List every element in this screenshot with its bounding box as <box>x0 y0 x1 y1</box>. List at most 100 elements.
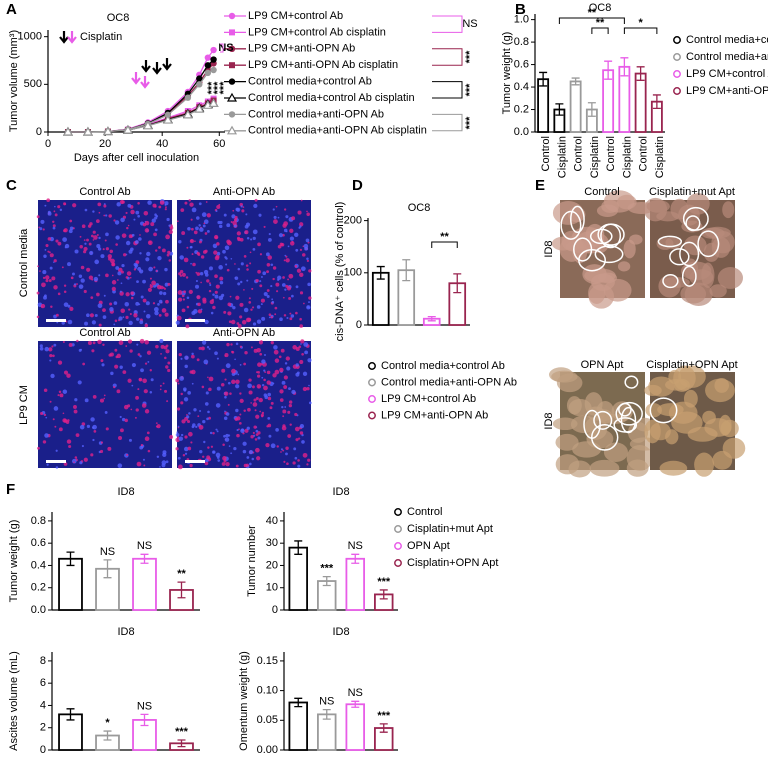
series-line <box>67 59 215 133</box>
cell-dot <box>272 208 275 211</box>
cell-dot <box>84 321 89 326</box>
cell-dot <box>83 239 86 241</box>
cell-dot <box>279 317 283 322</box>
cell-dot <box>84 398 89 403</box>
cell-dot <box>247 317 252 322</box>
cell-dot <box>73 283 77 286</box>
cell-dot <box>129 312 132 316</box>
bracket <box>432 48 463 66</box>
error-bar <box>103 730 112 741</box>
cell-dot <box>165 460 169 464</box>
cell-dot <box>248 297 251 300</box>
cell-dot <box>111 286 116 291</box>
cell-dot <box>69 226 74 231</box>
cell-dot <box>117 271 122 276</box>
chart-title: ID8 <box>117 486 134 498</box>
cell-dot <box>279 367 284 373</box>
cell-dot <box>252 322 257 326</box>
cell-dot <box>55 239 59 243</box>
cell-dot <box>241 320 247 325</box>
cell-dot <box>47 237 52 241</box>
bracket <box>220 43 224 53</box>
y-tick-label: 0.2 <box>31 582 46 594</box>
cell-dot <box>86 238 89 242</box>
cell-dot <box>206 417 209 421</box>
significance: ** <box>588 7 597 19</box>
error-bar <box>539 71 548 87</box>
cell-dot <box>255 429 259 433</box>
cell-dot <box>292 461 296 465</box>
cell-dot <box>109 249 114 254</box>
cell-dot <box>46 463 49 466</box>
cell-dot <box>105 273 109 278</box>
cell-dot <box>300 266 306 272</box>
column-label: Cisplatin+mut Apt <box>649 186 735 198</box>
annotation: Cisplatin <box>80 31 122 43</box>
micrograph <box>37 338 174 469</box>
cell-dot <box>62 412 65 415</box>
cell-dot <box>93 430 97 433</box>
cell-dot <box>187 419 191 424</box>
cell-dot <box>164 356 167 360</box>
cell-dot <box>44 433 49 438</box>
marker <box>162 114 173 124</box>
cell-dot <box>116 389 121 394</box>
y-tick-label: 0.0 <box>31 604 46 616</box>
legend-label: LP9 CM+anti-OPN Ab <box>248 43 355 55</box>
cell-dot <box>144 228 150 233</box>
y-tick-label: 0.15 <box>257 655 278 667</box>
cell-dot <box>49 266 53 270</box>
cell-dot <box>264 371 267 374</box>
cell-dot <box>136 317 140 321</box>
cell-dot <box>184 364 188 369</box>
cell-dot <box>285 356 290 361</box>
cell-dot <box>102 308 106 312</box>
cell-dot <box>144 436 150 442</box>
significance: NS <box>462 18 477 30</box>
micrograph <box>175 198 312 329</box>
cell-dot <box>91 320 97 325</box>
cell-dot <box>204 461 209 466</box>
cell-dot <box>192 423 196 427</box>
cell-dot <box>83 457 88 462</box>
cell-dot <box>224 410 226 413</box>
cell-dot <box>238 421 242 425</box>
cell-dot <box>266 294 270 298</box>
cell-dot <box>248 390 253 395</box>
cell-dot <box>114 319 118 323</box>
cell-dot <box>147 200 152 205</box>
cell-dot <box>218 295 224 301</box>
cell-dot <box>205 201 208 203</box>
bracket <box>432 81 463 99</box>
cell-dot <box>236 207 241 212</box>
cell-dot <box>252 236 256 241</box>
cell-dot <box>255 396 259 400</box>
cell-dot <box>243 255 247 258</box>
cell-dot <box>110 371 114 376</box>
cell-dot <box>63 302 69 307</box>
cell-dot <box>181 308 186 313</box>
cell-dot <box>45 416 48 419</box>
cell-dot <box>149 391 153 394</box>
cell-dot <box>216 357 219 360</box>
cell-dot <box>181 419 186 424</box>
cell-dot <box>141 403 147 408</box>
cell-dot <box>177 456 181 460</box>
cell-dot <box>181 272 186 277</box>
cell-dot <box>276 290 279 293</box>
legend-label: LP9 CM+control Ab <box>381 393 476 405</box>
cell-dot <box>227 403 230 406</box>
cell-dot <box>44 346 50 352</box>
cell-dot <box>214 294 219 299</box>
cell-dot <box>185 324 190 329</box>
cell-dot <box>232 209 235 212</box>
tissue <box>714 377 730 393</box>
column-label: Anti-OPN Ab <box>213 186 275 198</box>
tumor-circle <box>669 248 690 266</box>
cell-dot <box>40 303 46 309</box>
cell-dot <box>165 299 169 304</box>
y-axis-label: Omentum weight (g) <box>238 651 250 751</box>
cell-dot <box>299 225 302 228</box>
cell-dot <box>192 262 196 267</box>
cell-dot <box>199 410 202 412</box>
